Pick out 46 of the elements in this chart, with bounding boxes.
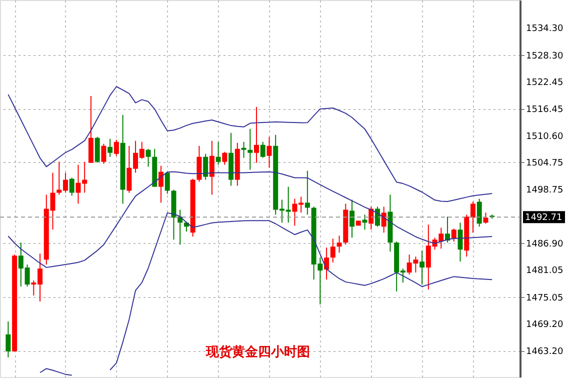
candlestick (164, 171, 170, 194)
candlestick (69, 177, 74, 196)
candlestick (476, 198, 482, 228)
candlestick (350, 199, 355, 238)
ref-line-label: 1492.71 (525, 213, 562, 224)
y-tick-label: 1486.90 (526, 239, 564, 250)
candlestick (158, 165, 164, 204)
candlestick (304, 170, 310, 216)
candlestick (260, 141, 266, 158)
y-tick-label: 1510.60 (526, 132, 564, 142)
candlestick (209, 140, 214, 196)
candlestick (470, 201, 476, 234)
candlestick (330, 238, 336, 264)
candlestick (114, 139, 119, 156)
candlestick (266, 136, 272, 168)
candlestick (222, 151, 228, 166)
candlestick (483, 212, 488, 224)
y-tick-label: 1528.30 (526, 51, 564, 62)
y-tick-label: 1481.05 (526, 266, 564, 276)
y-tick-label: 1516.45 (526, 105, 564, 116)
candlestick (374, 206, 380, 228)
candlestick (451, 228, 456, 242)
y-tick-label: 1522.45 (526, 78, 564, 88)
candlestick (101, 143, 106, 164)
y-tick-label: 1498.75 (526, 186, 564, 196)
y-tick-label: 1475.05 (526, 293, 564, 304)
candlestick (94, 136, 100, 164)
line-series (8, 86, 493, 202)
candlestick (203, 153, 208, 180)
candlestick (362, 214, 368, 230)
candlestick (6, 320, 11, 358)
candlestick (216, 141, 221, 166)
candlestick (420, 250, 425, 286)
candlestick (108, 138, 113, 158)
text: 现货黄金四小时图 (205, 344, 310, 360)
candlestick (248, 128, 253, 170)
y-tick-label: 1469.20 (526, 320, 564, 330)
y-tick-label: 1463.20 (526, 347, 564, 358)
candlestick (146, 148, 151, 168)
candlestick (336, 235, 342, 254)
candlestick (254, 106, 259, 164)
candlestick (458, 222, 463, 262)
candlestick (196, 145, 202, 182)
candlestick (241, 141, 246, 158)
y-tick-label: 1534.30 (526, 24, 564, 34)
y-tick-label: 1504.75 (526, 158, 564, 168)
